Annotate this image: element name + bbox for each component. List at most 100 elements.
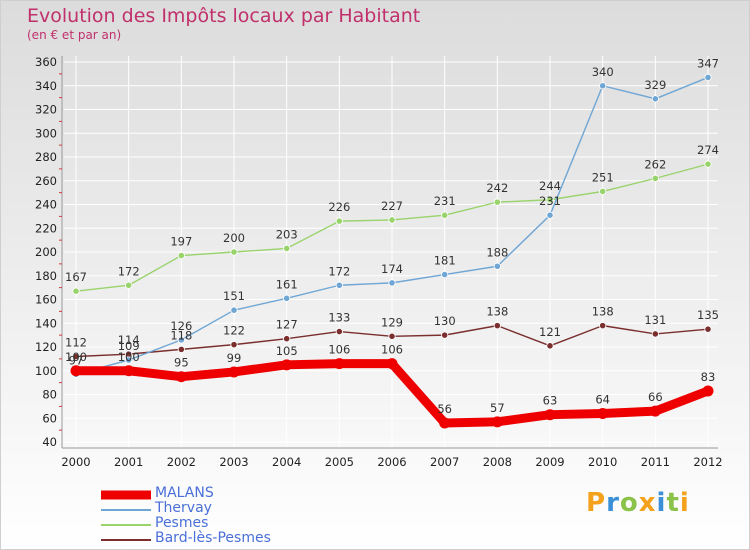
data-label: 100 [65, 350, 87, 364]
data-point [441, 211, 449, 219]
legend-label: Bard-lès-Pesmes [155, 530, 271, 546]
data-label: 231 [539, 194, 561, 208]
data-label: 138 [592, 305, 614, 319]
data-label: 226 [328, 200, 350, 214]
x-tick-label: 2004 [272, 455, 301, 469]
y-tick-label: 80 [42, 388, 57, 402]
data-point [177, 336, 185, 344]
data-label: 127 [276, 318, 298, 332]
y-tick-label: 60 [42, 411, 57, 425]
data-point [546, 211, 554, 219]
data-point [493, 198, 501, 206]
x-tick-label: 2001 [114, 455, 143, 469]
legend-swatch [101, 508, 151, 511]
legend-label: MALANS [155, 485, 214, 501]
series-malans [70, 358, 714, 429]
data-point [125, 281, 133, 289]
data-point [546, 342, 554, 350]
y-tick-label: 120 [35, 340, 57, 354]
data-point [493, 262, 501, 270]
data-point [388, 279, 396, 287]
y-tick-label: 220 [35, 221, 57, 235]
data-label: 188 [486, 245, 508, 259]
data-label: 97 [69, 353, 84, 367]
logo-letter: i [656, 488, 667, 518]
data-point [702, 385, 714, 397]
y-tick-label: 300 [35, 126, 57, 140]
logo-letter: o [619, 488, 639, 518]
data-point [230, 306, 238, 314]
data-label: 347 [697, 56, 719, 70]
data-point [441, 270, 449, 279]
x-tick-label: 2009 [535, 455, 564, 469]
data-label: 200 [223, 231, 245, 245]
data-point [491, 416, 503, 428]
x-tick-label: 2003 [219, 455, 248, 469]
data-label: 167 [65, 270, 87, 284]
data-point [388, 332, 396, 340]
data-point [441, 331, 449, 339]
data-label: 274 [697, 143, 719, 157]
data-label: 121 [539, 325, 561, 339]
data-point [72, 352, 80, 361]
data-label: 174 [381, 262, 403, 276]
data-label: 131 [644, 313, 666, 327]
x-tick-label: 2010 [588, 455, 617, 469]
data-label: 56 [437, 402, 452, 416]
data-point [177, 345, 185, 353]
data-point [125, 356, 133, 364]
legend-swatch [101, 490, 151, 499]
data-label: 100 [118, 350, 140, 364]
data-point [386, 358, 398, 370]
x-tick-label: 2006 [377, 455, 406, 469]
data-point [230, 341, 238, 349]
data-point [335, 327, 343, 336]
data-point [704, 160, 712, 168]
data-point [704, 325, 712, 333]
data-label: 197 [170, 235, 192, 249]
data-point [439, 417, 451, 429]
legend-swatch [101, 538, 151, 541]
y-tick-label: 180 [35, 269, 57, 283]
data-point [546, 196, 554, 204]
x-tick-label: 2002 [167, 455, 196, 469]
data-label: 130 [434, 314, 456, 328]
chart-subtitle: (en € et par an) [27, 28, 122, 42]
data-label: 161 [276, 277, 298, 291]
y-tick-label: 240 [35, 198, 57, 212]
data-point [177, 251, 185, 260]
y-tick-label: 360 [35, 55, 57, 69]
y-tick-label: 320 [35, 103, 57, 117]
data-point [175, 371, 187, 383]
data-point [651, 174, 659, 182]
data-label: 63 [543, 394, 558, 408]
data-point [228, 366, 240, 378]
data-label: 66 [648, 390, 663, 404]
data-label: 118 [170, 328, 192, 342]
data-label: 172 [328, 264, 350, 278]
y-tick-label: 140 [35, 316, 57, 330]
data-point [281, 359, 293, 371]
data-point [283, 335, 291, 343]
data-label: 99 [227, 351, 242, 365]
data-label: 242 [486, 181, 508, 195]
data-label: 129 [381, 315, 403, 329]
data-label: 244 [539, 179, 561, 193]
legend-label: Thervay [155, 500, 212, 516]
x-tick-label: 2012 [693, 455, 722, 469]
data-point [333, 358, 345, 370]
data-label: 105 [276, 344, 298, 358]
y-tick-label: 40 [42, 435, 57, 449]
data-label: 251 [592, 170, 614, 184]
data-label: 95 [174, 356, 189, 370]
y-tick-label: 280 [35, 150, 57, 164]
data-point [388, 216, 396, 224]
data-label: 112 [65, 336, 87, 350]
data-point [230, 248, 238, 256]
logo-letter: t [666, 488, 680, 518]
data-label: 57 [490, 401, 505, 415]
data-point [335, 281, 343, 289]
legend-label: Pesmes [155, 515, 209, 531]
data-point [649, 405, 661, 417]
